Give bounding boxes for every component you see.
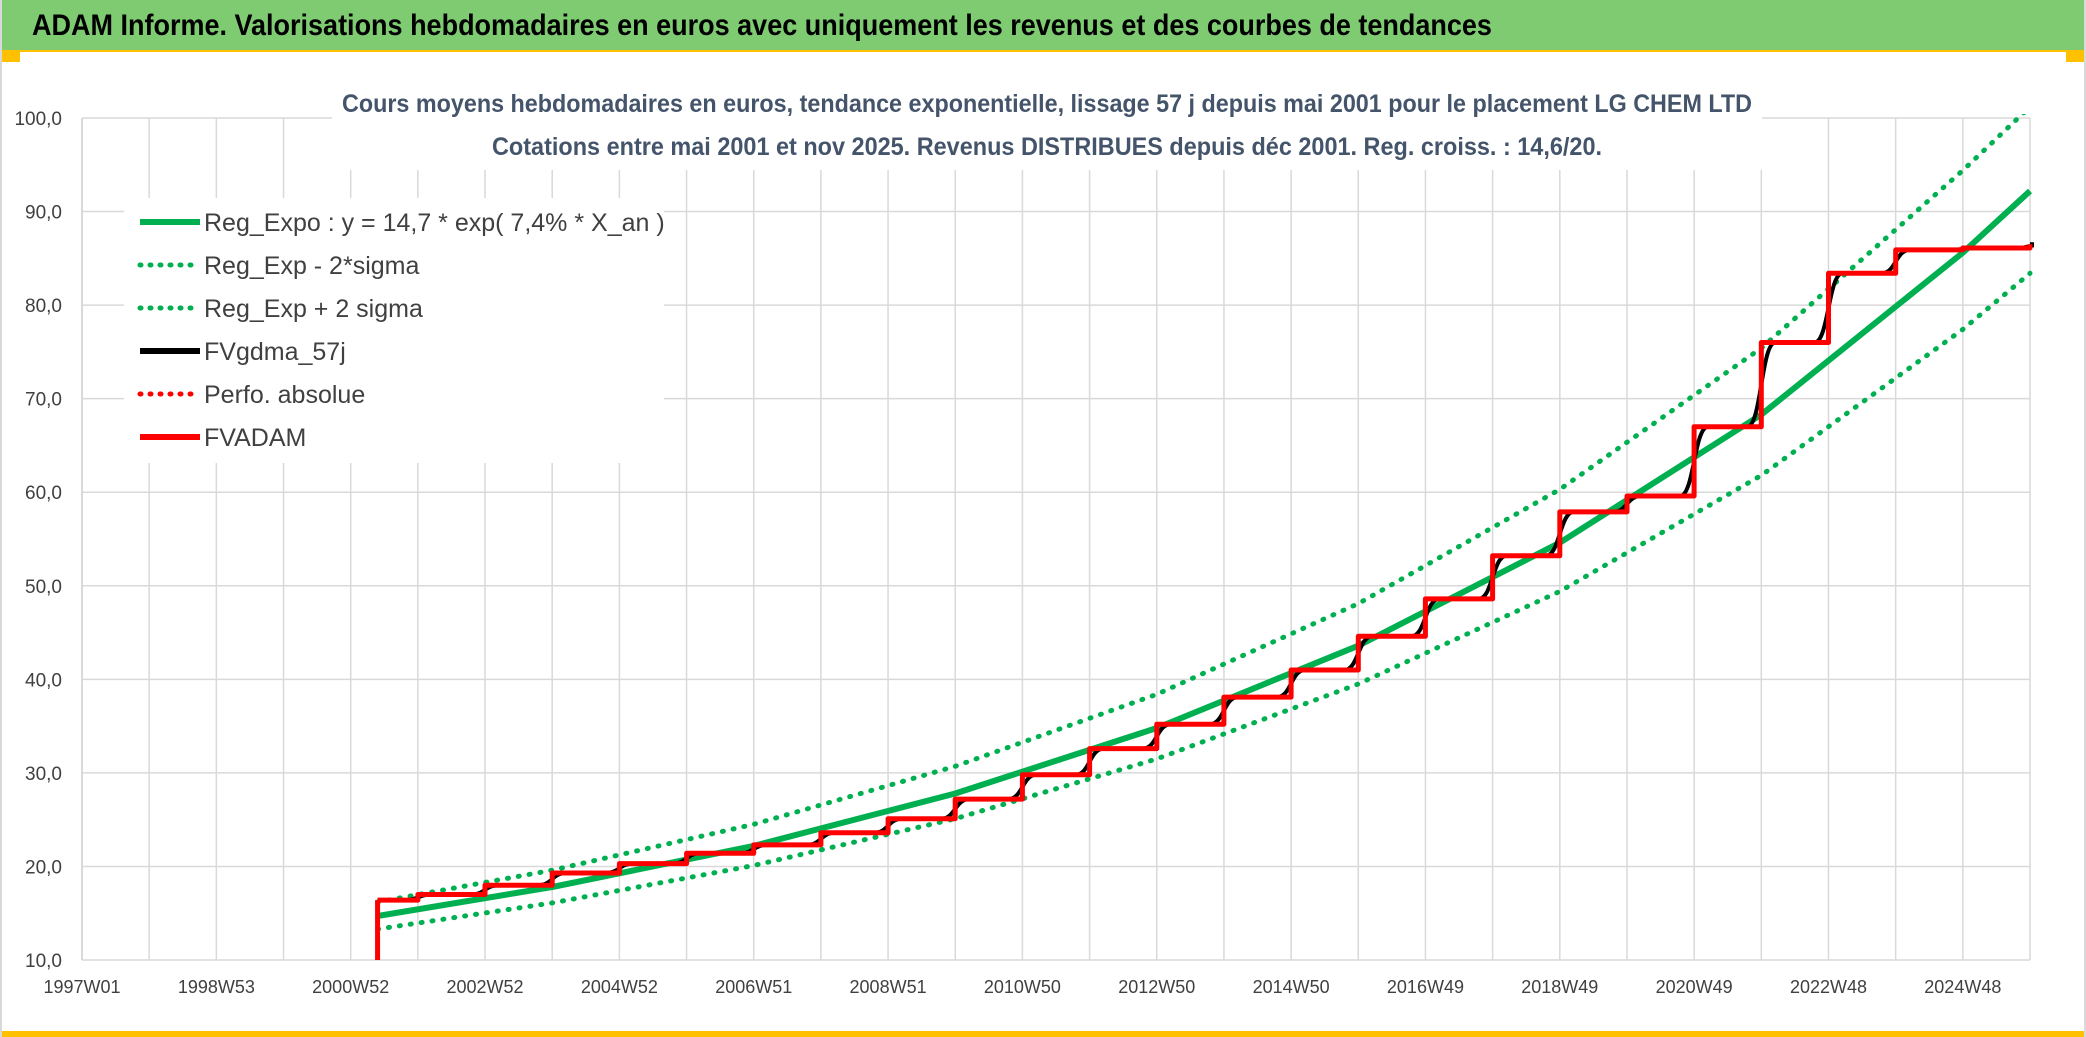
y-tick-label: 90,0 xyxy=(25,203,62,224)
page-title: ADAM Informe. Valorisations hebdomadaire… xyxy=(32,9,1492,42)
series-line-reg-exp-2-sigma xyxy=(375,114,2027,905)
x-axis-tick-labels: 1997W01 1998W53 2000W52 2002W52 2004W52 2006W… xyxy=(43,977,2001,997)
legend-bg xyxy=(124,198,664,463)
chart-title-bg xyxy=(332,82,1762,170)
corner-accent-right xyxy=(2066,52,2084,62)
x-tick-label: 2008W51 xyxy=(850,977,927,997)
y-tick-label: 70,0 xyxy=(25,390,62,411)
y-tick-label: 80,0 xyxy=(25,296,62,317)
corner-accent-left xyxy=(2,52,20,62)
y-axis-tick-labels: 10,0 20,0 30,0 40,0 50,0 60,0 70,0 80,0 90,0 100,… xyxy=(14,109,62,972)
legend-label: FVADAM xyxy=(204,424,306,452)
series-line-fvadam xyxy=(377,244,2033,903)
x-tick-label: 2006W51 xyxy=(715,977,792,997)
x-tick-label: 2024W48 xyxy=(1924,977,2001,997)
y-tick-label: 30,0 xyxy=(25,764,62,785)
y-tick-label: 40,0 xyxy=(25,670,62,691)
header-bar: ADAM Informe. Valorisations hebdomadaire… xyxy=(2,0,2084,52)
chart-title-line: Cotations entre mai 2001 et nov 2025. Re… xyxy=(492,133,1602,161)
x-tick-label: 2012W50 xyxy=(1118,977,1195,997)
legend-label: Perfo. absolue xyxy=(204,381,365,409)
chart-title-line: Cours moyens hebdomadaires en euros, ten… xyxy=(342,90,1752,118)
legend-label: FVgdma_57j xyxy=(204,338,346,366)
x-tick-label: 2002W52 xyxy=(447,977,524,997)
x-tick-label: 2022W48 xyxy=(1790,977,1867,997)
y-tick-label: 50,0 xyxy=(25,577,62,598)
chart-title: Cours moyens hebdomadaires en euros, ten… xyxy=(332,82,1762,170)
y-tick-label: 100,0 xyxy=(14,109,62,130)
x-tick-label: 2004W52 xyxy=(581,977,658,997)
x-tick-label: 2020W49 xyxy=(1656,977,1733,997)
x-tick-label: 2016W49 xyxy=(1387,977,1464,997)
legend-label: Reg_Expo : y = 14,7 * exp( 7,4% * X_an ) xyxy=(204,209,665,237)
y-tick-label: 60,0 xyxy=(25,483,62,504)
legend-label: Reg_Exp + 2 sigma xyxy=(204,295,423,323)
chart-legend: Reg_Expo : y = 14,7 * exp( 7,4% * X_an )… xyxy=(124,198,665,463)
bottom-border xyxy=(2,1031,2084,1037)
x-tick-label: 2010W50 xyxy=(984,977,1061,997)
x-tick-label: 2014W50 xyxy=(1253,977,1330,997)
legend-label: Reg_Exp - 2*sigma xyxy=(204,252,419,280)
chart-series xyxy=(375,114,2034,960)
x-tick-label: 2000W52 xyxy=(312,977,389,997)
x-tick-label: 2018W49 xyxy=(1521,977,1598,997)
y-tick-label: 10,0 xyxy=(25,951,62,972)
y-tick-label: 20,0 xyxy=(25,857,62,878)
x-tick-label: 1997W01 xyxy=(43,977,120,997)
series-line-reg-expo-y-14-7-exp-7-4-x-an xyxy=(377,188,2033,919)
x-tick-label: 1998W53 xyxy=(178,977,255,997)
chart-grid xyxy=(81,117,2031,961)
